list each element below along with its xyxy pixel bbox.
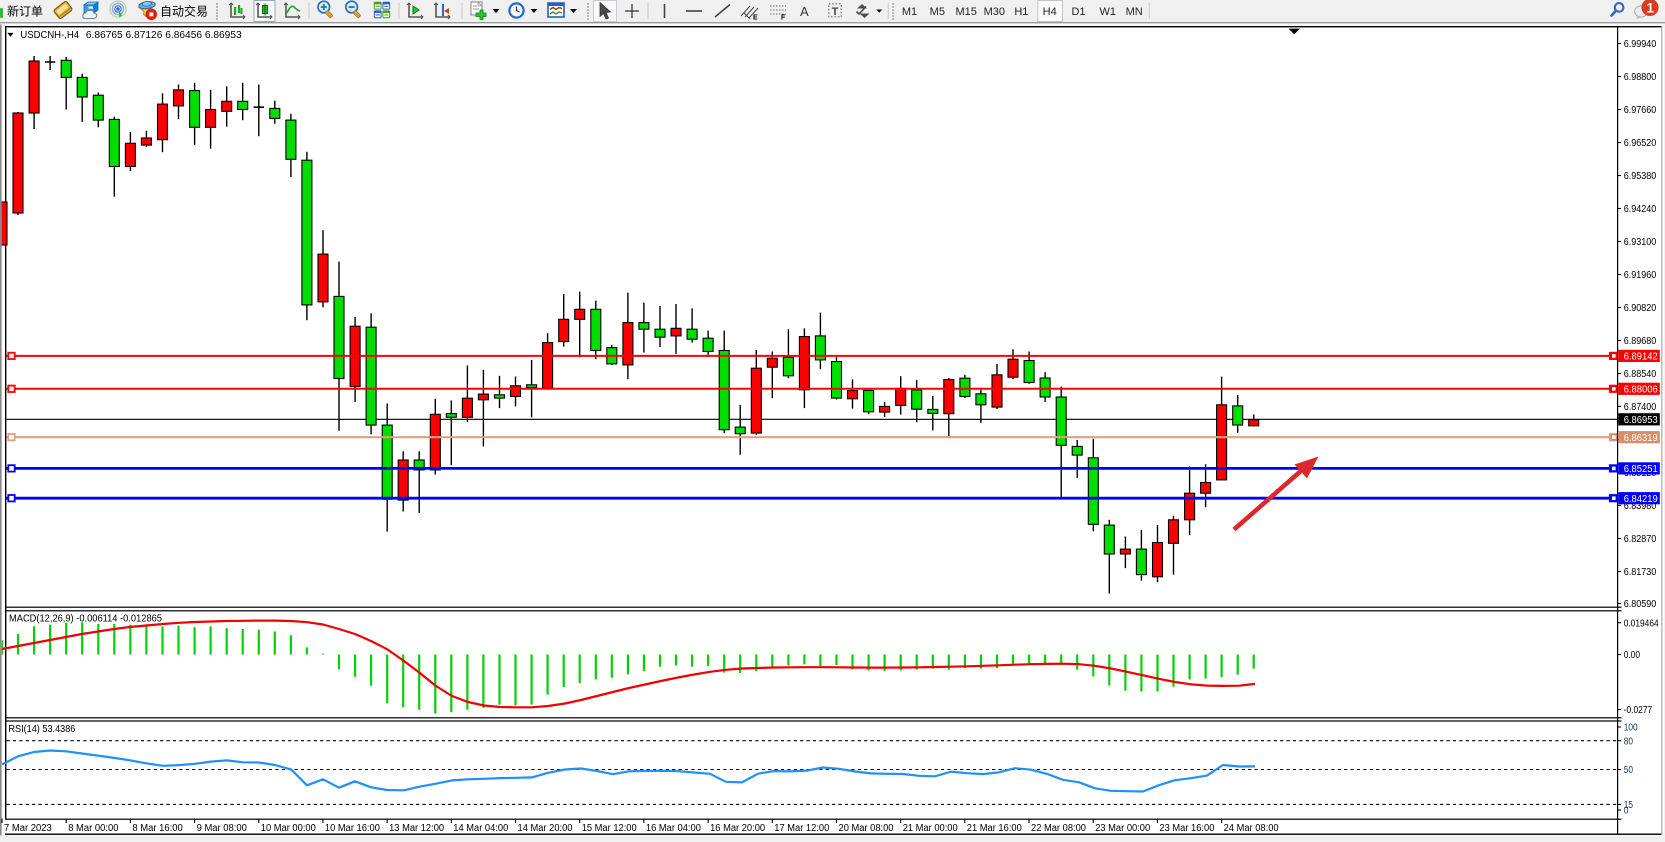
svg-text:16 Mar 04:00: 16 Mar 04:00 [646, 823, 701, 834]
svg-text:M30: M30 [984, 6, 1005, 18]
svg-text:14 Mar 20:00: 14 Mar 20:00 [518, 823, 573, 834]
svg-text:A: A [800, 4, 809, 19]
svg-text:8 Mar 00:00: 8 Mar 00:00 [68, 823, 119, 834]
svg-text:21 Mar 16:00: 21 Mar 16:00 [967, 823, 1022, 834]
svg-text:10 Mar 00:00: 10 Mar 00:00 [261, 823, 316, 834]
svg-text:14 Mar 04:00: 14 Mar 04:00 [453, 823, 508, 834]
svg-text:6.86953: 6.86953 [1624, 415, 1658, 426]
svg-text:6.98800: 6.98800 [1624, 72, 1657, 83]
svg-text:7 Mar 2023: 7 Mar 2023 [4, 823, 52, 834]
svg-text:6.91960: 6.91960 [1624, 270, 1657, 281]
svg-text:6.86765 6.87126 6.86456 6.8695: 6.86765 6.87126 6.86456 6.86953 [86, 30, 242, 41]
svg-text:21 Mar 00:00: 21 Mar 00:00 [903, 823, 958, 834]
svg-text:M1: M1 [902, 6, 917, 18]
svg-text:50: 50 [1624, 765, 1634, 776]
svg-text:6.88006: 6.88006 [1624, 385, 1658, 396]
svg-text:6.90820: 6.90820 [1624, 303, 1657, 314]
svg-text:H1: H1 [1014, 6, 1028, 18]
svg-text:8 Mar 16:00: 8 Mar 16:00 [132, 823, 183, 834]
svg-text:17 Mar 12:00: 17 Mar 12:00 [774, 823, 829, 834]
svg-text:0.019464: 0.019464 [1624, 618, 1659, 629]
svg-text:M5: M5 [930, 6, 945, 18]
svg-text:6.81730: 6.81730 [1624, 567, 1657, 578]
svg-text:RSI(14) 53.4386: RSI(14) 53.4386 [8, 724, 75, 735]
svg-text:-0.0277: -0.0277 [1624, 705, 1653, 716]
svg-text:0.00: 0.00 [1624, 650, 1641, 661]
svg-text:6.89142: 6.89142 [1624, 352, 1658, 363]
svg-text:T: T [832, 6, 839, 18]
svg-text:10 Mar 16:00: 10 Mar 16:00 [325, 823, 380, 834]
svg-text:100: 100 [1624, 723, 1638, 734]
svg-text:F: F [781, 15, 786, 22]
svg-text:13 Mar 12:00: 13 Mar 12:00 [389, 823, 444, 834]
svg-text:15: 15 [1624, 800, 1634, 811]
svg-text:USDCNH-,H4: USDCNH-,H4 [20, 30, 79, 41]
svg-text:24 Mar 08:00: 24 Mar 08:00 [1224, 823, 1279, 834]
svg-text:9 Mar 08:00: 9 Mar 08:00 [197, 823, 248, 834]
svg-text:6.95380: 6.95380 [1624, 171, 1657, 182]
svg-text:23 Mar 16:00: 23 Mar 16:00 [1159, 823, 1214, 834]
svg-text:6.94240: 6.94240 [1624, 204, 1657, 215]
svg-text:80: 80 [1624, 736, 1634, 747]
svg-text:1: 1 [1646, 1, 1654, 16]
svg-text:6.87400: 6.87400 [1624, 402, 1657, 413]
svg-text:6.84219: 6.84219 [1624, 494, 1658, 505]
svg-text:6.89680: 6.89680 [1624, 336, 1657, 347]
svg-text:W1: W1 [1100, 6, 1117, 18]
svg-text:6.99940: 6.99940 [1624, 39, 1657, 50]
svg-text:6.96520: 6.96520 [1624, 138, 1657, 149]
svg-text:6.80590: 6.80590 [1624, 599, 1657, 610]
svg-text:6.93100: 6.93100 [1624, 237, 1657, 248]
svg-text:MN: MN [1126, 6, 1143, 18]
svg-text:M15: M15 [955, 6, 976, 18]
svg-text:6.83980: 6.83980 [1624, 501, 1657, 512]
svg-text:6.85251: 6.85251 [1624, 464, 1658, 475]
svg-text:23 Mar 00:00: 23 Mar 00:00 [1095, 823, 1150, 834]
svg-text:MACD(12,26,9) -0.006114 -0.012: MACD(12,26,9) -0.006114 -0.012865 [9, 614, 162, 625]
svg-text:D1: D1 [1071, 6, 1085, 18]
svg-text:6.82870: 6.82870 [1624, 534, 1657, 545]
svg-text:15 Mar 12:00: 15 Mar 12:00 [582, 823, 637, 834]
svg-text:E: E [753, 15, 758, 22]
svg-text:6.97660: 6.97660 [1624, 105, 1657, 116]
svg-text:6.86319: 6.86319 [1624, 433, 1658, 444]
svg-text:6.88540: 6.88540 [1624, 369, 1657, 380]
svg-text:0: 0 [1624, 806, 1629, 817]
svg-text:20 Mar 08:00: 20 Mar 08:00 [839, 823, 894, 834]
svg-text:16 Mar 20:00: 16 Mar 20:00 [710, 823, 765, 834]
svg-text:22 Mar 08:00: 22 Mar 08:00 [1031, 823, 1086, 834]
svg-text:H4: H4 [1043, 6, 1057, 18]
svg-text:新订单: 新订单 [7, 4, 43, 19]
svg-text:自动交易: 自动交易 [160, 4, 208, 19]
